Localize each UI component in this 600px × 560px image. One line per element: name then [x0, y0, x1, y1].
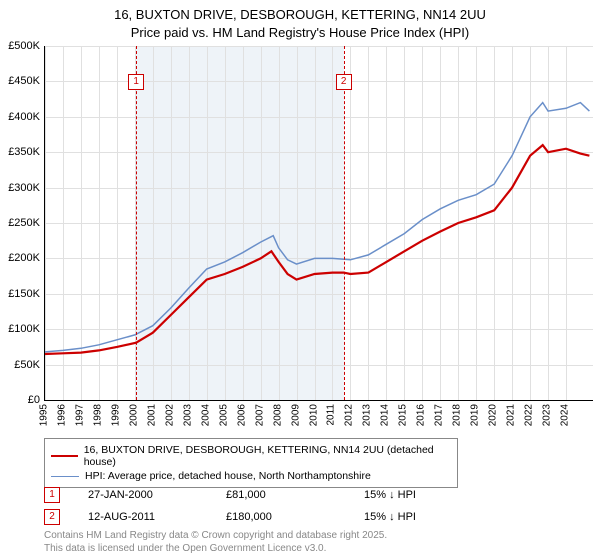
- y-tick-label: £450K: [8, 75, 40, 87]
- y-tick-label: £200K: [8, 252, 40, 264]
- y-axis-labels: £0£50K£100K£150K£200K£250K£300K£350K£400…: [0, 46, 42, 400]
- transaction-row: 1 27-JAN-2000 £81,000 15% ↓ HPI: [44, 484, 584, 506]
- legend-label: HPI: Average price, detached house, Nort…: [85, 470, 371, 482]
- x-tick-label: 2011: [326, 404, 337, 426]
- x-tick-label: 2016: [416, 404, 427, 426]
- x-tick-label: 2006: [236, 404, 247, 426]
- legend-swatch: [51, 455, 78, 457]
- x-tick-label: 2013: [362, 404, 373, 426]
- y-tick-label: £350K: [8, 146, 40, 158]
- legend-item: 16, BUXTON DRIVE, DESBOROUGH, KETTERING,…: [51, 443, 451, 469]
- x-tick-label: 2018: [452, 404, 463, 426]
- x-tick-label: 2022: [524, 404, 535, 426]
- transaction-price: £180,000: [226, 511, 336, 523]
- x-tick-label: 2009: [290, 404, 301, 426]
- chart-plot-area: 12: [44, 46, 593, 401]
- data-credit: Contains HM Land Registry data © Crown c…: [44, 530, 387, 555]
- x-tick-label: 2010: [308, 404, 319, 426]
- y-tick-label: £250K: [8, 217, 40, 229]
- transaction-date: 12-AUG-2011: [88, 511, 198, 523]
- x-tick-label: 2019: [470, 404, 481, 426]
- y-tick-label: £300K: [8, 182, 40, 194]
- transaction-id-box: 1: [44, 487, 60, 503]
- x-tick-label: 2008: [272, 404, 283, 426]
- x-tick-label: 1997: [74, 404, 85, 426]
- transaction-id-box: 2: [44, 509, 60, 525]
- x-tick-label: 1998: [92, 404, 103, 426]
- x-tick-label: 2021: [506, 404, 517, 426]
- credit-line-1: Contains HM Land Registry data © Crown c…: [44, 530, 387, 541]
- y-tick-label: £400K: [8, 111, 40, 123]
- x-tick-label: 2004: [200, 404, 211, 426]
- transaction-date: 27-JAN-2000: [88, 489, 198, 501]
- transaction-marker-box: 2: [336, 74, 352, 90]
- x-tick-label: 2002: [164, 404, 175, 426]
- x-tick-label: 2000: [128, 404, 139, 426]
- transaction-marker-line: [136, 46, 137, 400]
- transaction-delta: 15% ↓ HPI: [364, 489, 474, 501]
- y-tick-label: £50K: [14, 359, 40, 371]
- x-tick-label: 2015: [398, 404, 409, 426]
- legend-label: 16, BUXTON DRIVE, DESBOROUGH, KETTERING,…: [84, 444, 451, 468]
- credit-line-2: This data is licensed under the Open Gov…: [44, 543, 326, 554]
- transaction-delta: 15% ↓ HPI: [364, 511, 474, 523]
- x-tick-label: 2005: [218, 404, 229, 426]
- page: 16, BUXTON DRIVE, DESBOROUGH, KETTERING,…: [0, 0, 600, 560]
- y-tick-label: £500K: [8, 40, 40, 52]
- chart-lines: [45, 46, 593, 400]
- y-tick-label: £100K: [8, 323, 40, 335]
- series-line: [45, 145, 589, 354]
- x-tick-label: 1996: [56, 404, 67, 426]
- x-tick-label: 2023: [542, 404, 553, 426]
- x-tick-label: 1999: [110, 404, 121, 426]
- x-axis-labels: 1995199619971998199920002001200220032004…: [44, 402, 592, 438]
- series-line: [45, 103, 589, 352]
- transaction-row: 2 12-AUG-2011 £180,000 15% ↓ HPI: [44, 506, 584, 528]
- legend-swatch: [51, 476, 79, 477]
- transaction-marker-line: [344, 46, 345, 400]
- y-tick-label: £150K: [8, 288, 40, 300]
- x-tick-label: 2003: [182, 404, 193, 426]
- x-tick-label: 1995: [39, 404, 50, 426]
- title-subtitle: Price paid vs. HM Land Registry's House …: [131, 25, 469, 40]
- x-tick-label: 2017: [434, 404, 445, 426]
- transaction-price: £81,000: [226, 489, 336, 501]
- x-tick-label: 2012: [344, 404, 355, 426]
- legend-item: HPI: Average price, detached house, Nort…: [51, 469, 451, 483]
- transaction-marker-box: 1: [128, 74, 144, 90]
- chart-title: 16, BUXTON DRIVE, DESBOROUGH, KETTERING,…: [0, 0, 600, 41]
- x-tick-label: 2020: [488, 404, 499, 426]
- x-tick-label: 2014: [380, 404, 391, 426]
- transactions-table: 1 27-JAN-2000 £81,000 15% ↓ HPI 2 12-AUG-2011…: [44, 484, 584, 528]
- legend-box: 16, BUXTON DRIVE, DESBOROUGH, KETTERING,…: [44, 438, 458, 488]
- x-tick-label: 2024: [560, 404, 571, 426]
- x-tick-label: 2007: [254, 404, 265, 426]
- x-tick-label: 2001: [146, 404, 157, 426]
- title-address: 16, BUXTON DRIVE, DESBOROUGH, KETTERING,…: [114, 7, 486, 22]
